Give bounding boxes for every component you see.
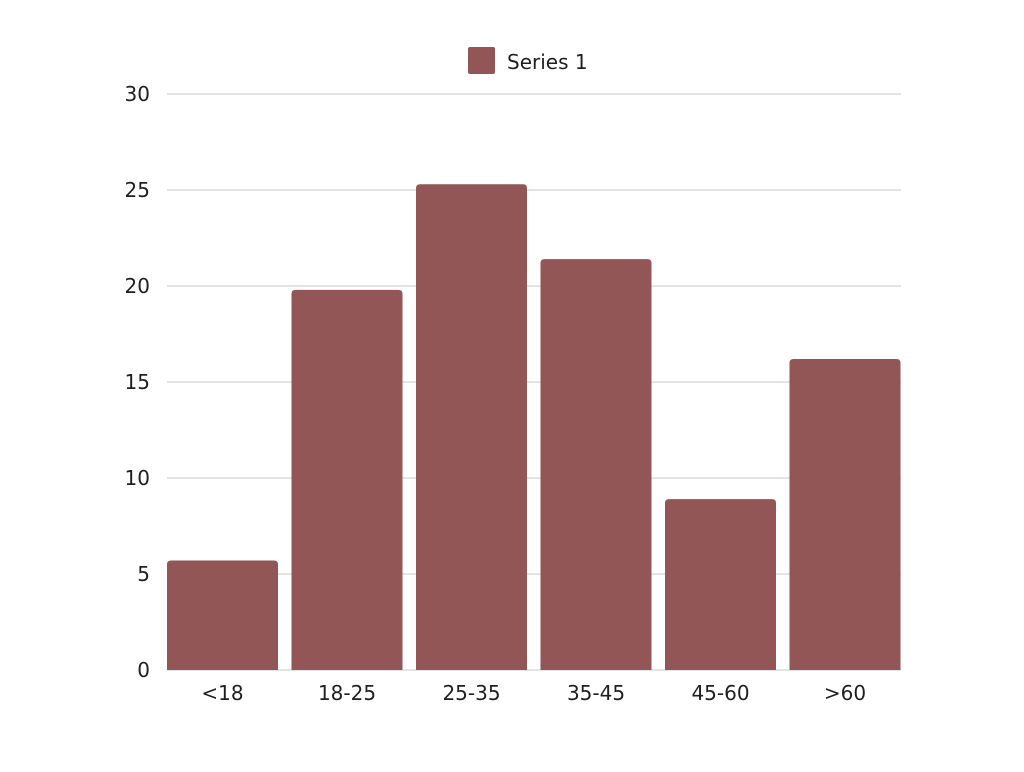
bar-2 [291, 289, 403, 670]
x-tick-label: 35-45 [567, 681, 625, 705]
legend-label: Series 1 [507, 50, 588, 74]
y-tick-label: 30 [125, 82, 150, 106]
x-tick-label: <18 [201, 681, 243, 705]
bar-5 [665, 499, 776, 670]
y-tick-label: 0 [137, 658, 150, 682]
x-tick-label: >60 [824, 681, 866, 705]
gridlines [167, 93, 901, 671]
bar-3 [416, 184, 527, 671]
x-tick-label: 45-60 [691, 681, 749, 705]
bar-1 [167, 560, 278, 670]
bars [167, 184, 901, 671]
y-tick-label: 10 [125, 466, 150, 490]
y-tick-label: 5 [137, 562, 150, 586]
bar-4 [540, 259, 652, 670]
y-tick-label: 25 [125, 178, 150, 202]
x-tick-label: 18-25 [318, 681, 376, 705]
legend: Series 1 [468, 47, 588, 74]
bar-6 [789, 358, 901, 670]
x-tick-label: 25-35 [442, 681, 500, 705]
y-axis: 0 5 10 15 20 25 30 [125, 82, 150, 682]
y-tick-label: 15 [125, 370, 150, 394]
x-axis: <18 18-25 25-35 35-45 45-60 >60 [201, 681, 866, 705]
legend-swatch [468, 47, 495, 74]
y-tick-label: 20 [125, 274, 150, 298]
